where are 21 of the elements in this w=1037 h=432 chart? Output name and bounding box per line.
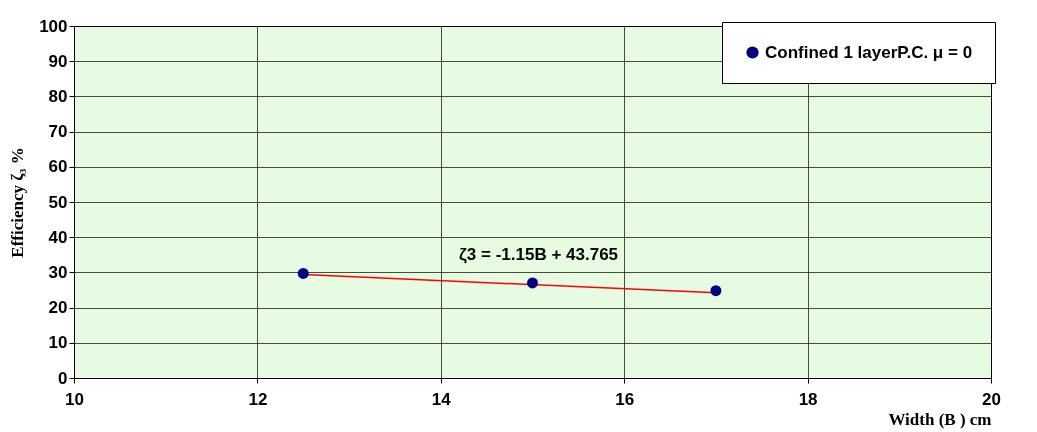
x-tick-label: 20	[982, 389, 1001, 409]
x-tick-label: 12	[248, 389, 268, 409]
legend-label: Confined 1 layerP.C. μ = 0	[765, 42, 973, 62]
annotation: ζ3 = -1.15B + 43.765	[459, 245, 619, 264]
x-tick-label: 14	[431, 389, 452, 409]
y-tick-label: 10	[48, 333, 68, 353]
y-tick-label: 30	[48, 262, 68, 282]
y-tick-label: 60	[48, 157, 68, 177]
x-tick-label: 16	[615, 389, 635, 409]
y-tick-label: 0	[58, 368, 68, 388]
x-tick-label: 18	[798, 389, 818, 409]
y-tick-label: 20	[48, 298, 68, 318]
y-axis-title: Efficiency ζ₃ %	[8, 147, 28, 258]
x-tick-label: 10	[65, 389, 84, 409]
y-tick-label: 90	[48, 51, 68, 71]
y-tick-label: 40	[48, 227, 68, 247]
y-tick-label: 80	[48, 86, 68, 106]
y-tick-label: 100	[39, 16, 68, 36]
y-tick-label: 50	[48, 192, 68, 212]
x-axis-title: Width (B ) cm	[888, 409, 992, 429]
y-tick-label: 70	[48, 122, 68, 142]
